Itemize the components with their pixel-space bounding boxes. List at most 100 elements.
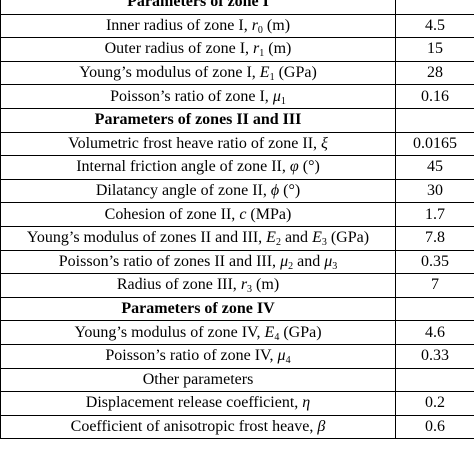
parameter-value: 4.6: [425, 323, 445, 341]
parameter-symbol: c: [239, 205, 247, 223]
parameter-subscript-2: 3: [332, 260, 338, 272]
parameter-value: 0.2: [425, 394, 445, 412]
parameter-label: Young’s modulus of zone IV,: [74, 323, 265, 341]
parameter-joiner: and: [280, 229, 313, 247]
table-row: Displacement release coefficient, η 0.2: [0, 391, 474, 416]
parameter-value: 30: [427, 182, 443, 200]
parameter-value: 45: [427, 158, 443, 176]
parameter-symbol: r: [253, 40, 260, 58]
parameter-label: Inner radius of zone I,: [105, 16, 252, 34]
parameter-value: 0.35: [421, 252, 449, 270]
table-row: Young’s modulus of zones II and III, E2 …: [0, 225, 474, 251]
parameter-symbol-2: μ: [324, 252, 333, 270]
section-header-row: Parameters of zone IV: [0, 296, 474, 322]
parameter-label: Dilatancy angle of zone II,: [95, 182, 271, 200]
section-title: Parameters of zones II and III: [94, 111, 302, 129]
parameter-value: 0.33: [421, 347, 449, 365]
parameter-name-cell: Dilatancy angle of zone II, ϕ (°): [0, 178, 396, 204]
table-row: Young’s modulus of zone I, E1 (GPa) 28: [0, 60, 474, 86]
parameter-value-cell: 45: [395, 155, 474, 180]
parameter-subscript: 0: [257, 24, 263, 36]
parameter-subscript: 1: [269, 72, 275, 84]
parameter-name-cell: Other parameters: [0, 367, 396, 393]
parameter-subscript: 1: [259, 48, 265, 60]
section-header-row: Parameters of zone I: [0, 0, 474, 15]
parameter-symbol: r: [240, 276, 248, 294]
section-title: Parameters of zone I: [127, 0, 269, 11]
parameter-label: Poisson’s ratio of zone I,: [110, 87, 273, 105]
parameter-value: 15: [427, 40, 443, 58]
section-header-row: Parameters of zones II and III: [0, 107, 474, 133]
parameter-name-cell: Outer radius of zone I, r1 (m): [0, 37, 396, 62]
table-row: Cohesion of zone II, c (MPa) 1.7: [0, 202, 474, 227]
parameter-unit: (°): [279, 182, 301, 200]
parameter-unit: (m): [252, 276, 280, 294]
parameter-name-cell: Young’s modulus of zone I, E1 (GPa): [0, 60, 396, 86]
parameter-value-cell: 28: [395, 60, 474, 86]
table-row: Dilatancy angle of zone II, ϕ (°) 30: [0, 178, 474, 204]
parameter-subscript: 2: [288, 260, 294, 272]
parameter-value-cell: 4.5: [395, 13, 474, 39]
table-row: Poisson’s ratio of zones II and III, μ2 …: [0, 249, 474, 275]
parameter-value-cell: 30: [395, 178, 474, 204]
parameter-name-cell: Young’s modulus of zones II and III, E2 …: [0, 225, 396, 251]
parameter-value: 0.0165: [413, 134, 457, 152]
parameter-name-cell: Internal friction angle of zone II, φ (°…: [0, 155, 396, 180]
parameter-value-cell: 0.2: [395, 391, 474, 416]
table-row: Poisson’s ratio of zone I, μ1 0.16: [0, 84, 474, 109]
parameter-value-cell: [395, 367, 474, 393]
parameter-value-cell: 7.8: [395, 225, 474, 251]
parameter-name-cell: Radius of zone III, r3 (m): [0, 273, 396, 298]
parameter-value-cell: 0.16: [395, 84, 474, 109]
parameter-symbol: ξ: [321, 134, 328, 152]
parameter-symbol: ϕ: [270, 182, 280, 200]
parameter-label: Poisson’s ratio of zones II and III,: [58, 252, 281, 270]
parameter-value: 7.8: [425, 229, 445, 247]
parameter-value: 28: [427, 64, 443, 82]
parameter-symbol: r: [251, 16, 258, 34]
parameter-unit: (m): [264, 40, 292, 58]
parameter-label: Young’s modulus of zones II and III,: [26, 229, 267, 247]
parameter-value-cell: 0.33: [395, 343, 474, 369]
parameter-value-cell: 7: [395, 273, 474, 298]
parameter-symbol-2: E: [312, 229, 322, 247]
parameter-name-cell: Young’s modulus of zone IV, E4 (GPa): [0, 320, 396, 345]
parameter-value-cell: 0.6: [395, 414, 474, 440]
parameter-value-cell: 1.7: [395, 202, 474, 227]
parameters-table-body: Parameters of zone I Inner radius of zone…: [0, 0, 474, 440]
parameter-value-cell: 0.35: [395, 249, 474, 275]
parameter-value: 0.6: [425, 417, 445, 435]
parameter-value-cell: [395, 0, 474, 15]
parameter-symbol: E: [259, 64, 270, 82]
parameter-value-cell: [395, 296, 474, 322]
table-row: Internal friction angle of zone II, φ (°…: [0, 155, 474, 180]
parameter-name-cell: Inner radius of zone I, r0 (m): [0, 13, 396, 39]
table-row: Poisson’s ratio of zone IV, μ4 0.33: [0, 343, 474, 369]
parameter-symbol: β: [317, 417, 326, 435]
parameter-name-cell: Parameters of zone IV: [0, 296, 396, 322]
parameter-label: Volumetric frost heave ratio of zone II,: [68, 134, 322, 152]
parameter-symbol: μ: [272, 87, 281, 105]
parameter-value-cell: 4.6: [395, 320, 474, 345]
parameter-label: Displacement release coefficient,: [85, 394, 303, 412]
table-row: Inner radius of zone I, r0 (m) 4.5: [0, 13, 474, 39]
parameter-subscript: 4: [274, 331, 280, 343]
parameter-name-cell: Poisson’s ratio of zones II and III, μ2 …: [0, 249, 396, 275]
parameter-joiner: and: [293, 252, 325, 270]
parameters-table: Parameters of zone I Inner radius of zone…: [0, 0, 474, 440]
parameter-name-cell: Cohesion of zone II, c (MPa): [0, 202, 396, 227]
parameter-unit: (MPa): [246, 205, 292, 223]
section-title: Other parameters: [142, 370, 254, 388]
parameter-subscript-2: 3: [321, 237, 327, 249]
parameter-name-cell: Poisson’s ratio of zone IV, μ4: [0, 343, 396, 369]
parameter-value: 7: [431, 276, 439, 294]
parameter-name-cell: Parameters of zone I: [0, 0, 396, 15]
table-row: Radius of zone III, r3 (m) 7: [0, 273, 474, 298]
parameter-subscript: 2: [275, 237, 281, 249]
table-row: Young’s modulus of zone IV, E4 (GPa) 4.6: [0, 320, 474, 345]
parameter-label: Cohesion of zone II,: [104, 205, 240, 223]
parameter-name-cell: Displacement release coefficient, η: [0, 391, 396, 416]
parameter-unit: (GPa): [279, 323, 322, 341]
parameter-subscript: 3: [247, 284, 253, 296]
parameter-symbol: E: [264, 323, 275, 341]
